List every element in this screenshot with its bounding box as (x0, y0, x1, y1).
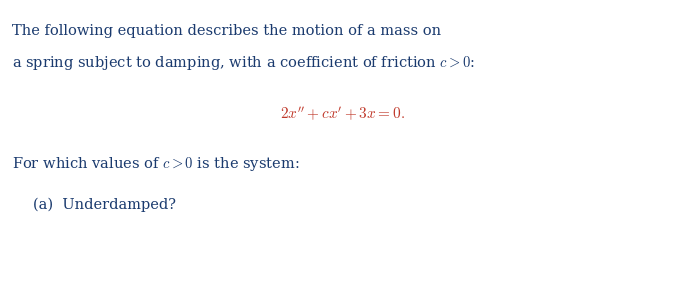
Text: (a)  Underdamped?: (a) Underdamped? (33, 197, 176, 212)
Text: For which values of $c > 0$ is the system:: For which values of $c > 0$ is the syste… (12, 155, 300, 173)
Text: a spring subject to damping, with a coefficient of friction $c > 0$:: a spring subject to damping, with a coef… (12, 54, 475, 72)
Text: $2x'' + cx' + 3x = 0.$: $2x'' + cx' + 3x = 0.$ (280, 105, 405, 122)
Text: The following equation describes the motion of a mass on: The following equation describes the mot… (12, 24, 441, 38)
